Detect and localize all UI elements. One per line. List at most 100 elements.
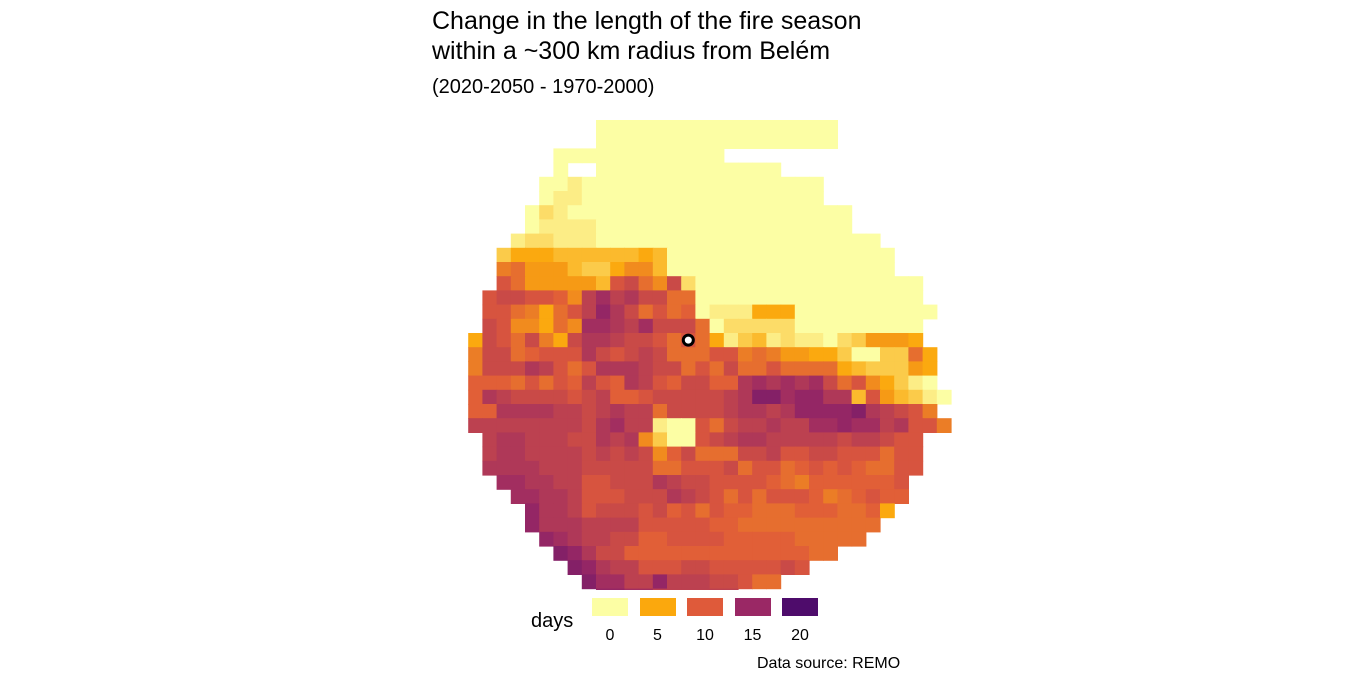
- map-cell: [709, 333, 725, 348]
- map-cell: [922, 418, 938, 433]
- map-cell: [865, 276, 881, 291]
- map-cell: [539, 460, 554, 476]
- map-cell: [496, 375, 512, 391]
- map-cell: [652, 375, 668, 391]
- map-cell: [780, 517, 796, 533]
- map-cell: [539, 205, 554, 220]
- map-cell: [894, 404, 909, 419]
- map-cell: [624, 503, 640, 519]
- map-cell: [681, 560, 696, 575]
- map-cell: [809, 375, 824, 391]
- map-cell: [610, 432, 625, 448]
- map-cell: [539, 262, 554, 277]
- map-cell: [837, 475, 853, 490]
- map-cell: [510, 460, 526, 476]
- legend-label-0: 0: [605, 627, 615, 644]
- map-cell: [766, 404, 782, 419]
- map-cell: [780, 219, 796, 235]
- map-cell: [624, 560, 640, 575]
- map-cell: [610, 120, 625, 135]
- map-cell: [823, 262, 838, 277]
- map-cell: [780, 460, 796, 476]
- map-cell: [780, 262, 796, 277]
- map-cell: [695, 404, 711, 419]
- map-cell: [865, 347, 881, 362]
- map-cell: [894, 460, 909, 476]
- map-cell: [667, 276, 682, 291]
- map-cell: [794, 489, 810, 504]
- map-cell: [851, 517, 867, 533]
- map-cell: [709, 134, 725, 149]
- map-cell: [610, 262, 625, 277]
- map-cell: [596, 574, 611, 590]
- map-cell: [567, 148, 583, 164]
- map-cell: [880, 503, 895, 519]
- map-cell: [851, 276, 867, 291]
- map-cell: [525, 262, 540, 277]
- map-cell: [553, 460, 569, 476]
- map-cell: [539, 304, 554, 320]
- map-cell: [581, 318, 597, 334]
- map-cell: [681, 531, 696, 547]
- map-cell: [681, 489, 696, 504]
- map-cell: [567, 460, 583, 476]
- map-cell: [837, 318, 853, 334]
- map-cell: [766, 219, 782, 235]
- map-cell: [581, 247, 597, 263]
- map-cell: [652, 318, 668, 334]
- map-cell: [851, 262, 867, 277]
- map-cell: [567, 375, 583, 391]
- map-cell: [596, 503, 611, 519]
- map-cell: [610, 574, 625, 590]
- map-cell: [525, 347, 540, 362]
- map-cell: [865, 375, 881, 391]
- map-cell: [809, 233, 824, 249]
- map-cell: [709, 120, 725, 135]
- map-cell: [738, 219, 753, 235]
- map-cell: [794, 375, 810, 391]
- map-cell: [581, 531, 597, 547]
- legend-label-5: 5: [653, 627, 662, 644]
- map-cell: [851, 432, 867, 448]
- map-cell: [652, 205, 668, 220]
- map-cell: [652, 546, 668, 561]
- map-cell: [581, 304, 597, 320]
- map-cell: [624, 333, 640, 348]
- map-cell: [581, 176, 597, 192]
- map-cell: [908, 389, 924, 405]
- map-cell: [894, 375, 909, 391]
- map-cell: [794, 134, 810, 149]
- map-cell: [837, 347, 853, 362]
- map-cell: [837, 233, 853, 249]
- map-cell: [837, 333, 853, 348]
- map-cell: [766, 531, 782, 547]
- map-cell: [780, 404, 796, 419]
- map-cell: [652, 148, 668, 164]
- map-cell: [567, 176, 583, 192]
- map-cell: [794, 446, 810, 462]
- map-cell: [638, 304, 654, 320]
- map-cell: [851, 347, 867, 362]
- map-cell: [880, 318, 895, 334]
- map-cell: [823, 233, 838, 249]
- map-cell: [681, 574, 696, 590]
- map-cell: [482, 318, 498, 334]
- map-cell: [894, 432, 909, 448]
- map-cell: [723, 404, 739, 419]
- map-cell: [681, 404, 696, 419]
- map-cell: [681, 460, 696, 476]
- map-cell: [667, 531, 682, 547]
- map-cell: [567, 247, 583, 263]
- map-cell: [723, 489, 739, 504]
- map-cell: [809, 475, 824, 490]
- map-cell: [581, 418, 597, 433]
- map-cell: [823, 276, 838, 291]
- map-cell: [638, 290, 654, 306]
- map-cell: [766, 304, 782, 320]
- map-cell: [794, 517, 810, 533]
- map-cell: [482, 418, 498, 433]
- map-cell: [596, 205, 611, 220]
- map-cell: [738, 333, 753, 348]
- map-cell: [837, 432, 853, 448]
- map-cell: [610, 489, 625, 504]
